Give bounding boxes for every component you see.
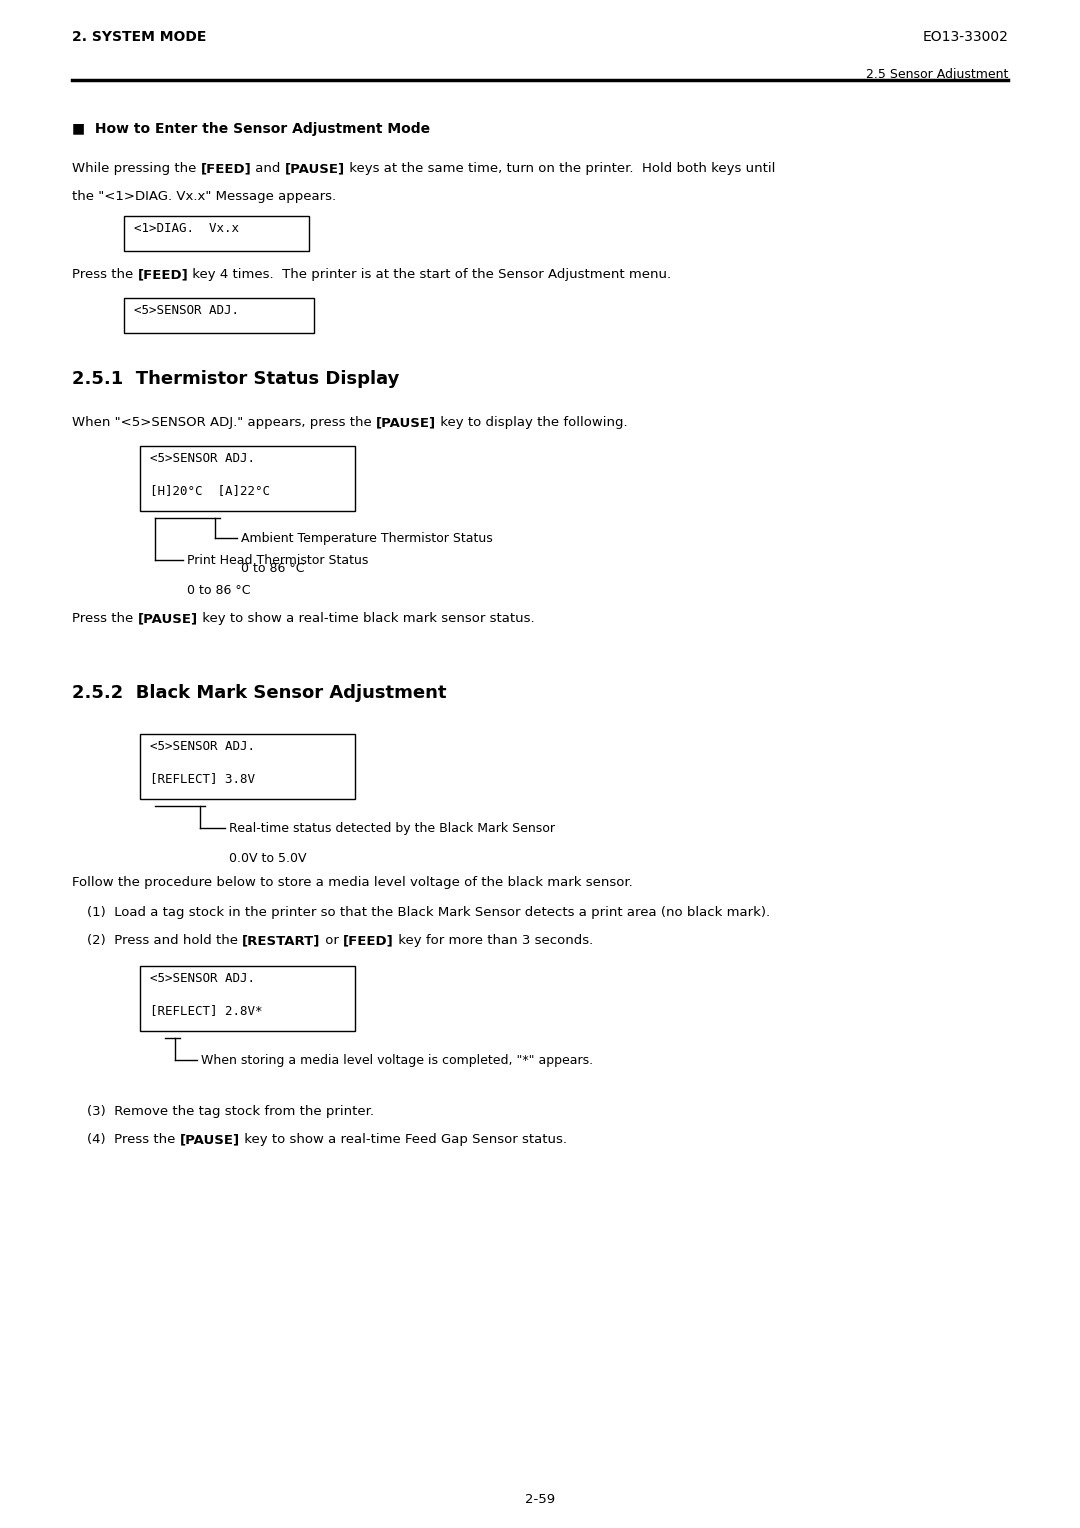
Text: [PAUSE]: [PAUSE] xyxy=(285,162,346,176)
Text: Press the: Press the xyxy=(72,267,137,281)
Text: 2. SYSTEM MODE: 2. SYSTEM MODE xyxy=(72,31,206,44)
Text: [H]20°C  [A]22°C: [H]20°C [A]22°C xyxy=(150,484,270,498)
Text: Ambient Temperature Thermistor Status: Ambient Temperature Thermistor Status xyxy=(241,532,492,544)
Text: [PAUSE]: [PAUSE] xyxy=(137,613,198,625)
Text: (3)  Remove the tag stock from the printer.: (3) Remove the tag stock from the printe… xyxy=(87,1105,374,1118)
Bar xyxy=(140,733,355,799)
Text: the "<1>DIAG. Vx.x" Message appears.: the "<1>DIAG. Vx.x" Message appears. xyxy=(72,189,336,203)
Text: key to show a real-time black mark sensor status.: key to show a real-time black mark senso… xyxy=(198,613,535,625)
Text: [FEED]: [FEED] xyxy=(201,162,252,176)
Bar xyxy=(140,446,355,510)
Text: Follow the procedure below to store a media level voltage of the black mark sens: Follow the procedure below to store a me… xyxy=(72,876,633,889)
Text: 2-59: 2-59 xyxy=(525,1493,555,1507)
Bar xyxy=(140,966,355,1031)
Text: Print Head Thermistor Status: Print Head Thermistor Status xyxy=(187,553,368,567)
Text: 2.5 Sensor Adjustment: 2.5 Sensor Adjustment xyxy=(866,69,1008,81)
Text: 2.5.2  Black Mark Sensor Adjustment: 2.5.2 Black Mark Sensor Adjustment xyxy=(72,685,446,701)
Text: When storing a media level voltage is completed, "*" appears.: When storing a media level voltage is co… xyxy=(201,1053,593,1067)
Text: While pressing the: While pressing the xyxy=(72,162,201,176)
Text: key 4 times.  The printer is at the start of the Sensor Adjustment menu.: key 4 times. The printer is at the start… xyxy=(188,267,672,281)
Text: 0 to 86 °C: 0 to 86 °C xyxy=(187,584,251,597)
Text: <5>SENSOR ADJ.: <5>SENSOR ADJ. xyxy=(150,740,255,753)
Text: EO13-33002: EO13-33002 xyxy=(922,31,1008,44)
Text: (2)  Press and hold the: (2) Press and hold the xyxy=(87,934,242,947)
Text: [REFLECT] 3.8V: [REFLECT] 3.8V xyxy=(150,773,255,785)
Text: [RESTART]: [RESTART] xyxy=(242,934,321,947)
Text: [REFLECT] 2.8V*: [REFLECT] 2.8V* xyxy=(150,1004,262,1018)
Text: [FEED]: [FEED] xyxy=(137,267,188,281)
Bar xyxy=(124,298,314,333)
Text: Press the: Press the xyxy=(72,613,137,625)
Text: [PAUSE]: [PAUSE] xyxy=(376,416,436,429)
Text: <5>SENSOR ADJ.: <5>SENSOR ADJ. xyxy=(134,304,239,316)
Text: (4)  Press the: (4) Press the xyxy=(87,1132,179,1146)
Text: ■  How to Enter the Sensor Adjustment Mode: ■ How to Enter the Sensor Adjustment Mod… xyxy=(72,122,430,136)
Text: Real-time status detected by the Black Mark Sensor: Real-time status detected by the Black M… xyxy=(229,822,555,834)
Text: 2.5.1  Thermistor Status Display: 2.5.1 Thermistor Status Display xyxy=(72,370,400,388)
Text: key to display the following.: key to display the following. xyxy=(436,416,627,429)
Text: (1)  Load a tag stock in the printer so that the Black Mark Sensor detects a pri: (1) Load a tag stock in the printer so t… xyxy=(87,906,770,918)
Text: <5>SENSOR ADJ.: <5>SENSOR ADJ. xyxy=(150,972,255,986)
Text: and: and xyxy=(252,162,285,176)
Bar xyxy=(124,215,309,251)
Text: When "<5>SENSOR ADJ." appears, press the: When "<5>SENSOR ADJ." appears, press the xyxy=(72,416,376,429)
Text: or: or xyxy=(321,934,342,947)
Text: keys at the same time, turn on the printer.  Hold both keys until: keys at the same time, turn on the print… xyxy=(346,162,775,176)
Text: key for more than 3 seconds.: key for more than 3 seconds. xyxy=(393,934,593,947)
Text: 0.0V to 5.0V: 0.0V to 5.0V xyxy=(229,853,307,865)
Text: [FEED]: [FEED] xyxy=(342,934,393,947)
Text: <5>SENSOR ADJ.: <5>SENSOR ADJ. xyxy=(150,452,255,465)
Text: 0 to 86 °C: 0 to 86 °C xyxy=(241,562,305,575)
Text: <1>DIAG.  Vx.x: <1>DIAG. Vx.x xyxy=(134,222,239,235)
Text: [PAUSE]: [PAUSE] xyxy=(179,1132,240,1146)
Text: key to show a real-time Feed Gap Sensor status.: key to show a real-time Feed Gap Sensor … xyxy=(240,1132,567,1146)
